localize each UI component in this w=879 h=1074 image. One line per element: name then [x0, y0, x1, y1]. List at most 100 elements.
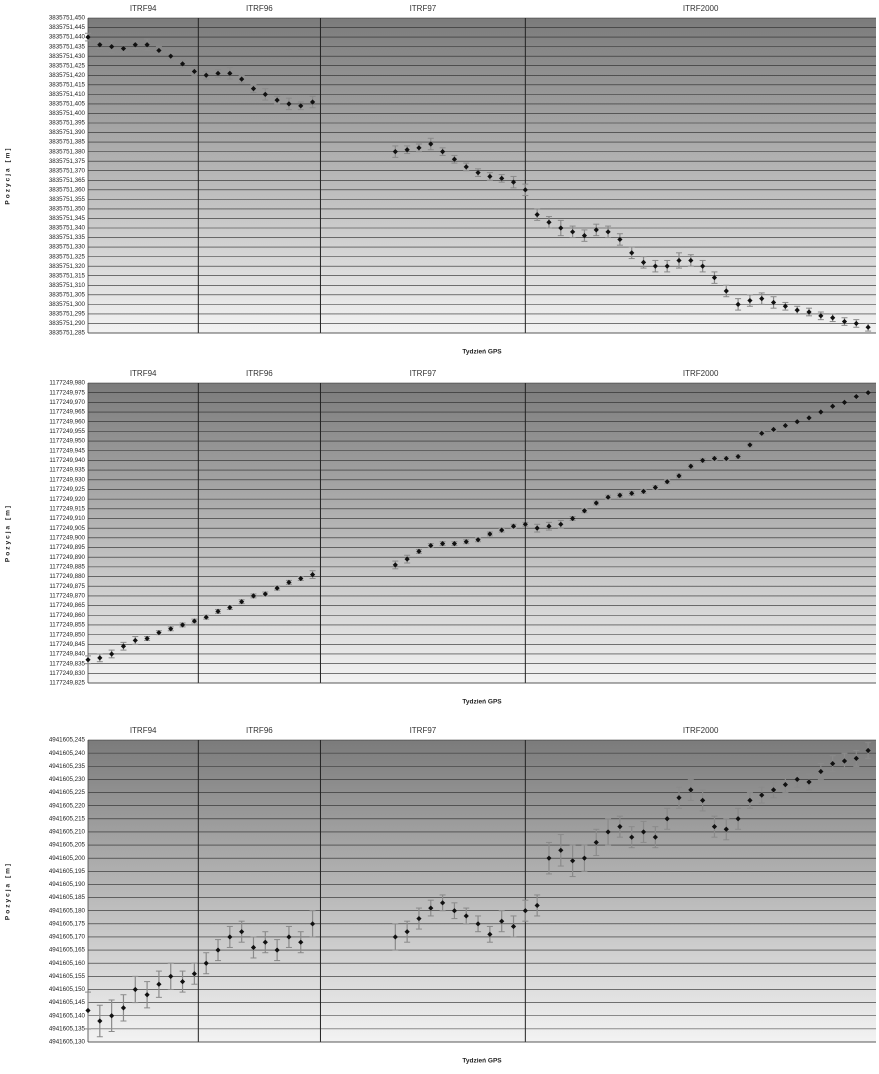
- point: [652, 834, 658, 840]
- x-axis-title: Tydzień GPS: [462, 349, 502, 356]
- point: [475, 537, 481, 543]
- data-point: [510, 175, 517, 189]
- y-tick-label: 1177249,950: [49, 438, 85, 445]
- data-point: [85, 991, 91, 1030]
- data-point: [770, 781, 777, 799]
- data-point: [120, 994, 127, 1022]
- data-point: [782, 301, 789, 311]
- data-point: [664, 259, 671, 273]
- point: [262, 591, 268, 597]
- y-tick-label: 1177249,865: [49, 602, 85, 609]
- data-point: [475, 915, 482, 933]
- data-point: [167, 962, 174, 990]
- point: [546, 219, 552, 225]
- data-point: [723, 284, 730, 298]
- data-point: [285, 925, 292, 948]
- data-point: [770, 426, 777, 433]
- data-point: [628, 826, 635, 849]
- data-point: [522, 183, 529, 197]
- y-tick-label: 3835751,360: [49, 186, 86, 193]
- data-point: [817, 311, 824, 321]
- data-point: [238, 74, 245, 84]
- point: [640, 829, 647, 835]
- data-point: [569, 844, 576, 878]
- x-axis-title: Tydzień GPS: [462, 699, 502, 706]
- point: [700, 457, 706, 464]
- y-tick-label: 3835751,370: [49, 167, 86, 174]
- data-point: [510, 523, 517, 529]
- data-point: [534, 523, 541, 533]
- data-point: [593, 828, 600, 857]
- data-point: [179, 59, 186, 69]
- data-point: [865, 742, 872, 759]
- point: [652, 263, 658, 269]
- point: [428, 141, 434, 147]
- point: [605, 229, 611, 235]
- data-point: [415, 907, 422, 930]
- point: [85, 657, 91, 663]
- data-point: [557, 219, 564, 237]
- y-tick-label: 3835751,305: [49, 291, 86, 298]
- point: [463, 913, 469, 919]
- data-point: [640, 820, 647, 843]
- point: [617, 824, 623, 830]
- point: [475, 921, 481, 927]
- y-tick-label: 1177249,850: [49, 631, 85, 638]
- point: [581, 508, 588, 514]
- y-tick-label: 4941605,170: [49, 934, 86, 941]
- point: [168, 53, 174, 59]
- data-point: [794, 419, 801, 425]
- point: [522, 521, 528, 527]
- data-point: [404, 554, 411, 564]
- data-point: [463, 539, 470, 545]
- data-point: [735, 298, 742, 311]
- point: [794, 307, 800, 313]
- y-tick-label: 3835751,355: [49, 196, 86, 203]
- data-point: [486, 172, 493, 181]
- point: [676, 257, 682, 264]
- point: [286, 101, 292, 107]
- point: [404, 147, 410, 153]
- point: [581, 855, 588, 861]
- y-tick-label: 1177249,945: [49, 447, 85, 454]
- y-tick-label: 4941605,145: [49, 999, 86, 1006]
- point: [179, 622, 186, 628]
- point: [262, 939, 268, 945]
- data-point: [439, 147, 446, 156]
- point: [522, 908, 528, 914]
- data-point: [155, 630, 162, 636]
- point: [510, 179, 517, 185]
- data-point: [593, 500, 600, 506]
- point: [132, 986, 138, 993]
- data-point: [85, 655, 91, 665]
- data-point: [427, 542, 434, 549]
- y-tick-label: 1177249,895: [49, 544, 85, 551]
- data-point: [817, 763, 824, 780]
- point: [546, 855, 552, 861]
- data-point: [297, 931, 304, 954]
- data-point: [439, 894, 446, 912]
- point: [818, 768, 824, 775]
- y-tick-label: 4941605,235: [49, 763, 86, 770]
- data-point: [522, 899, 529, 922]
- point: [546, 523, 552, 529]
- period-label: ITRF96: [246, 369, 273, 378]
- point: [109, 1013, 115, 1019]
- data-point: [203, 614, 210, 620]
- point: [132, 42, 138, 48]
- y-tick-label: 4941605,155: [49, 973, 86, 980]
- point: [759, 792, 765, 798]
- data-point: [215, 69, 222, 78]
- point: [723, 288, 729, 294]
- data-point: [404, 920, 411, 943]
- y-tick-label: 3835751,385: [49, 139, 86, 146]
- point: [97, 1018, 103, 1024]
- y-tick-label: 3835751,390: [49, 129, 86, 136]
- data-point: [758, 292, 765, 305]
- point: [770, 426, 777, 433]
- data-point: [96, 1004, 103, 1038]
- y-tick-label: 3835751,320: [49, 263, 86, 270]
- data-point: [735, 453, 742, 460]
- point: [640, 259, 647, 265]
- point: [629, 490, 635, 496]
